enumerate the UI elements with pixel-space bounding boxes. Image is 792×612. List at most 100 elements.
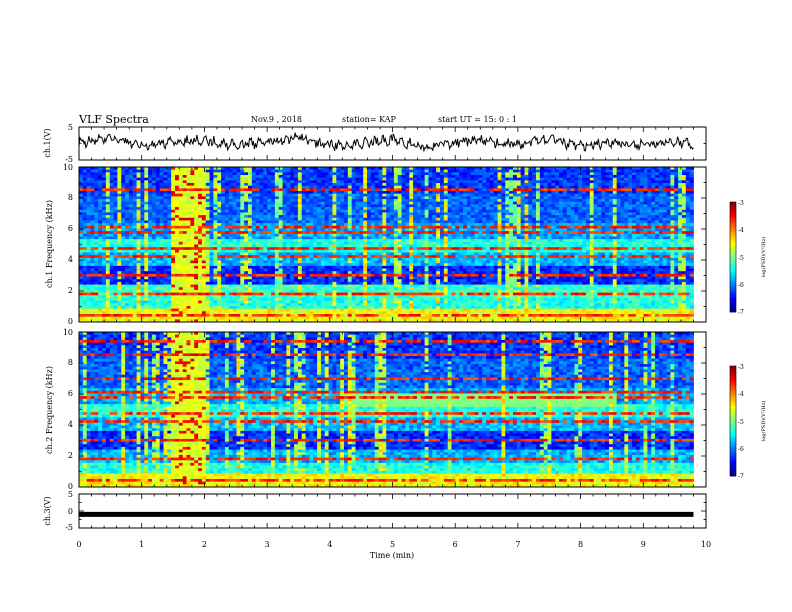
spectrogram-cell [328, 167, 333, 171]
spectrogram-cell [224, 231, 230, 235]
spectrogram-cell [201, 191, 207, 195]
spectrogram-cell [378, 180, 383, 184]
spectrogram-cell [351, 201, 356, 205]
spectrogram-cell [543, 231, 548, 235]
spectrogram-cell [102, 215, 107, 219]
spectrogram-cell [336, 220, 341, 224]
spectrogram-cell [662, 175, 667, 179]
spectrogram-cell [209, 228, 214, 232]
spectrogram-cell [647, 193, 652, 197]
spectrogram-cell [620, 169, 625, 173]
spectrogram-cell [236, 196, 241, 200]
spectrogram-cell [597, 209, 602, 213]
spectrogram-cell [501, 172, 506, 176]
spectrogram-cell [520, 241, 525, 245]
spectrogram-cell [582, 196, 587, 200]
spectrogram-cell [536, 193, 541, 197]
spectrogram-cell [117, 169, 122, 173]
spectrogram-cell [639, 180, 644, 184]
spectrogram-cell [271, 180, 276, 184]
spectrogram-cell [221, 188, 226, 192]
spectrogram-cell [228, 247, 234, 251]
spectrogram-cell [359, 247, 364, 251]
spectrogram-cell [543, 209, 548, 213]
spectrogram-cell [566, 193, 571, 197]
spectrogram-cell [102, 231, 107, 235]
spectrogram-cell [643, 175, 648, 179]
spectrogram-cell [662, 215, 667, 219]
spectrogram-cell [478, 207, 483, 211]
spectrogram-cell [416, 220, 422, 224]
spectrogram-cell [620, 220, 625, 224]
spectrogram-cell [324, 167, 330, 171]
spectrogram-cell [647, 231, 652, 235]
spectrogram-cell [520, 169, 525, 173]
spectrogram-cell [209, 201, 214, 205]
spectrogram-cell [643, 207, 648, 211]
spectrogram-cell [516, 169, 522, 173]
spectrogram-cell [332, 180, 337, 184]
spectrogram-cell [520, 199, 525, 203]
spectrogram-cell [589, 180, 595, 184]
spectrogram-cell [524, 231, 529, 235]
spectrogram-cell [340, 209, 345, 213]
spectrogram-cell [497, 212, 502, 216]
spectrogram-cell [489, 169, 495, 173]
spectrogram-cell [163, 172, 168, 176]
spectrogram-cell [493, 236, 498, 240]
spectrogram-cell [125, 215, 130, 219]
spectrogram-cell [148, 247, 153, 251]
spectrogram-cell [455, 167, 460, 171]
spectrogram-cell [151, 191, 157, 195]
spectrogram-cell [424, 228, 429, 232]
spectrogram-cell [228, 180, 234, 184]
spectrogram-cell [159, 239, 164, 243]
spectrogram-cell [447, 188, 452, 192]
spectrogram-cell [155, 167, 161, 171]
spectrogram-cell [343, 185, 349, 189]
spectrogram-cell [512, 215, 518, 219]
spectrogram-cell [424, 183, 429, 187]
spectrogram-cell [201, 239, 207, 243]
spectrogram-cell [409, 223, 414, 227]
spectrogram-cell [109, 233, 114, 237]
spectrogram-cell [532, 193, 537, 197]
spectrogram-cell [355, 183, 360, 187]
spectrogram-cell [639, 185, 644, 189]
spectrogram-cell [681, 223, 687, 227]
spectrogram-cell [305, 185, 310, 189]
spectrogram-cell [347, 215, 353, 219]
spectrogram-cell [451, 185, 456, 189]
spectrogram-cell [451, 228, 456, 232]
spectrogram-cell [255, 167, 260, 171]
spectrogram-cell [209, 231, 214, 235]
spectrogram-cell [305, 169, 310, 173]
spectrogram-cell [658, 212, 664, 216]
spectrogram-cell [459, 172, 464, 176]
spectrogram-cell [651, 196, 656, 200]
spectrogram-cell [121, 193, 126, 197]
spectrogram-cell [505, 172, 510, 176]
spectrogram-cell [674, 180, 679, 184]
spectrogram-cell [255, 236, 260, 240]
spectrogram-cell [374, 247, 379, 251]
spectrogram-cell [98, 220, 103, 224]
spectrogram-cell [121, 225, 126, 229]
spectrogram-cell [86, 236, 91, 240]
spectrogram-cell [213, 247, 218, 251]
spectrogram-cell [140, 217, 145, 221]
spectrogram-cell [205, 193, 210, 197]
spectrogram-cell [370, 180, 376, 184]
spectrogram-cell [171, 244, 176, 248]
spectrogram-cell [171, 215, 176, 219]
spectrogram-cell [547, 193, 552, 197]
spectrogram-cell [209, 191, 214, 195]
spectrogram-cell [551, 215, 556, 219]
spectrogram-cell [355, 207, 360, 211]
spectrogram-cell [632, 228, 637, 232]
spectrogram-cell [324, 172, 330, 176]
spectrogram-cell [382, 228, 387, 232]
spectrogram-cell [209, 225, 214, 229]
spectrogram-cell [140, 207, 145, 211]
spectrogram-cell [274, 201, 280, 205]
